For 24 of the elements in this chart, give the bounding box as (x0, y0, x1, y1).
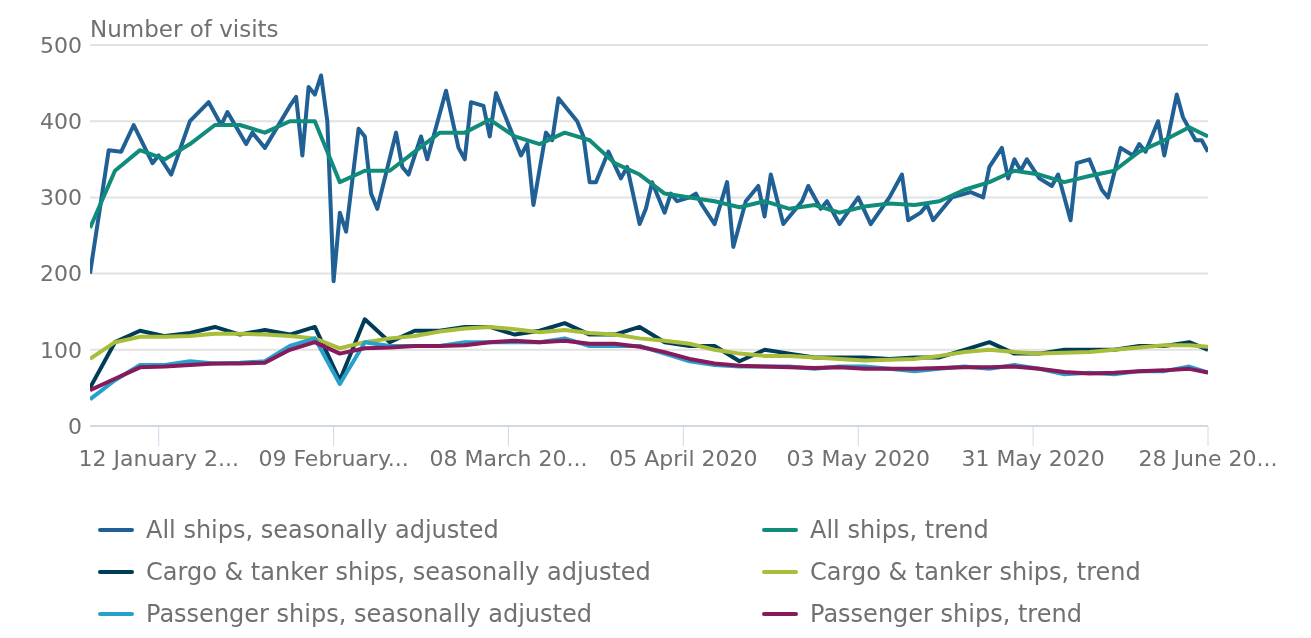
x-tick-label: 12 January 2... (78, 445, 239, 471)
legend-label: All ships, trend (810, 516, 989, 544)
x-tick-label: 05 April 2020 (609, 445, 758, 471)
y-tick-label: 500 (40, 32, 82, 58)
legend-label: Cargo & tanker ships, seasonally adjusted (146, 558, 651, 586)
y-tick-label: 0 (68, 413, 82, 439)
legend-label: Cargo & tanker ships, trend (810, 558, 1141, 586)
line-series (90, 324, 1208, 363)
y-tick-label: 400 (40, 109, 82, 135)
line-series (90, 338, 1208, 393)
legend-label: Passenger ships, trend (810, 600, 1082, 628)
x-tick-label: 08 March 20... (429, 445, 588, 471)
y-tick-label: 300 (40, 185, 82, 211)
x-tick-label: 31 May 2020 (961, 445, 1105, 471)
legend-label: Passenger ships, seasonally adjusted (146, 600, 592, 628)
y-tick-label: 200 (40, 261, 82, 287)
x-tick-label: 28 June 20... (1138, 445, 1278, 471)
x-tick-label: 03 May 2020 (786, 445, 930, 471)
x-tick-label: 09 February... (258, 445, 409, 471)
y-axis-title: Number of visits (90, 16, 279, 42)
line-series (90, 73, 1208, 284)
line-series (90, 117, 1208, 230)
y-tick-label: 100 (40, 337, 82, 363)
legend-label: All ships, seasonally adjusted (146, 516, 499, 544)
